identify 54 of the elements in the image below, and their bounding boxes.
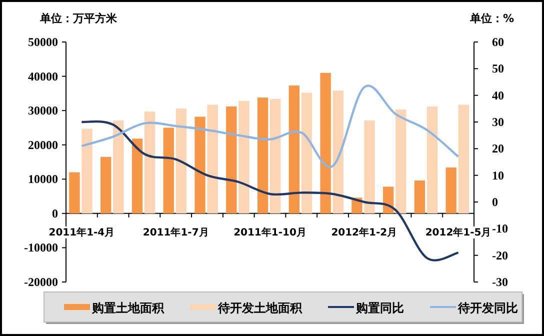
bar — [163, 128, 174, 214]
bar — [69, 172, 80, 214]
y-tick-label: 0 — [52, 206, 58, 220]
y-tick-label: 10000 — [28, 172, 58, 186]
y2-tick-label: 30 — [492, 115, 504, 129]
y2-tick-label: -30 — [492, 275, 508, 289]
bar — [414, 180, 426, 214]
y2-tick-label: 0 — [492, 195, 498, 209]
legend-label: 购置土地面积 — [91, 301, 165, 315]
legend-label: 待开发土地面积 — [217, 301, 303, 315]
bar — [382, 186, 394, 214]
bar — [458, 104, 469, 214]
bar — [144, 112, 156, 214]
bar — [320, 72, 331, 214]
y-tick-label: 40000 — [28, 69, 58, 84]
x-tick-label: 2011年1-10月 — [234, 226, 306, 238]
bar — [207, 104, 218, 214]
x-tick-label: 2012年1-5月 — [425, 226, 492, 238]
y-tick-label: 20000 — [28, 138, 58, 152]
x-tick-label: 2011年1-7月 — [142, 226, 209, 238]
bar — [288, 86, 300, 214]
bar — [238, 100, 250, 214]
x-tick-label: 2011年1-4月 — [48, 226, 115, 238]
legend-label: 待开发同比 — [457, 301, 518, 315]
bar — [82, 128, 92, 214]
y-tick-label: 50000 — [28, 35, 58, 49]
y2-tick-label: -20 — [492, 248, 508, 262]
y-tick-label: 30000 — [28, 104, 58, 118]
bar — [194, 116, 206, 214]
ylabel: 单位：万平方米 — [40, 12, 117, 25]
bar — [257, 98, 268, 214]
y2-tick-label: 40 — [492, 88, 504, 102]
bar — [301, 92, 312, 214]
y2-tick-label: 20 — [492, 142, 504, 156]
bar — [364, 120, 375, 214]
bar — [446, 167, 456, 214]
legend-label: 购置同比 — [355, 301, 404, 315]
bar — [100, 156, 112, 214]
bar — [426, 106, 438, 214]
bar — [396, 110, 406, 214]
y-tick-label: -10000 — [24, 240, 58, 255]
y2-tick-label: 50 — [492, 62, 504, 76]
bar — [270, 98, 281, 214]
bar — [332, 90, 344, 214]
x-tick-label: 2012年1-2月 — [331, 226, 398, 238]
y2-tick-label: 60 — [492, 35, 504, 49]
y2label: 单位：% — [470, 12, 514, 25]
y2-tick-label: -10 — [492, 222, 508, 236]
y-tick-label: -20000 — [24, 275, 58, 289]
bar — [132, 138, 143, 214]
bar — [113, 120, 124, 214]
bar — [176, 108, 187, 214]
y2-tick-label: 10 — [492, 168, 504, 182]
bar — [226, 106, 237, 214]
